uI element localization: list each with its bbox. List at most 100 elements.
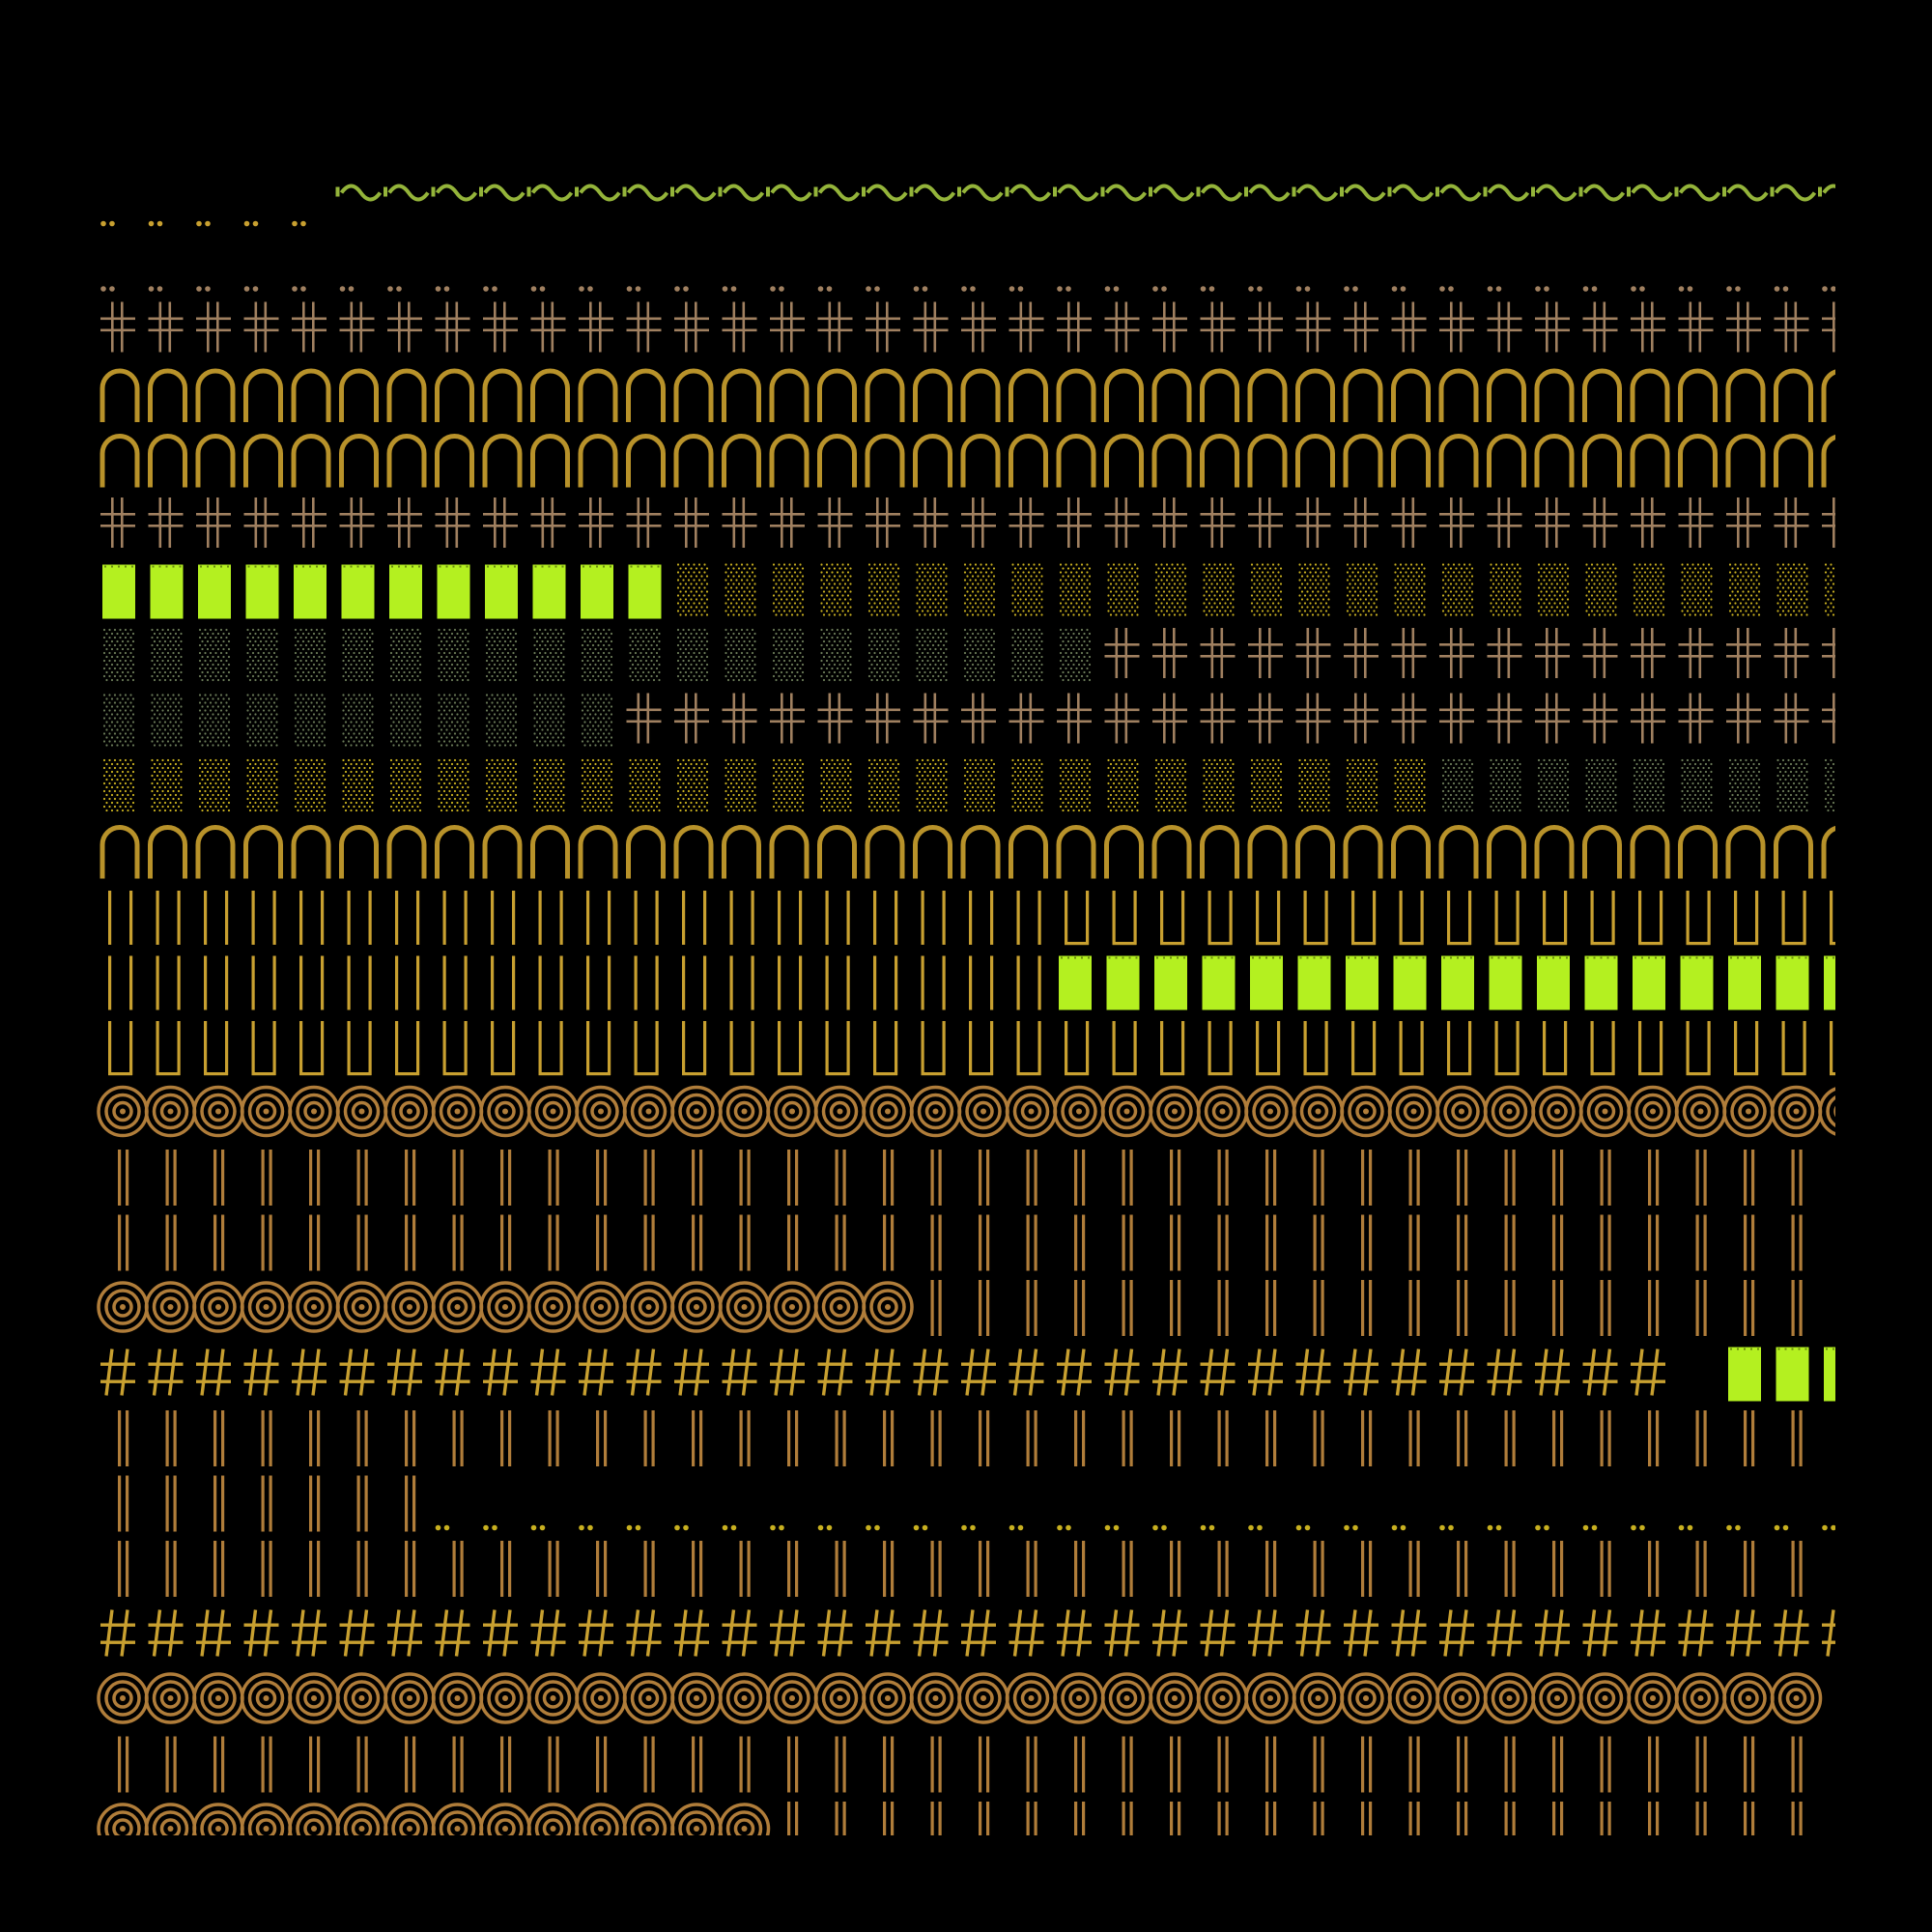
cross-glyph [100,301,135,353]
block-glyph [532,564,566,619]
squiggle-glyph [1578,184,1626,202]
hash-glyph [1248,1349,1283,1396]
bars-glyph [452,1736,464,1793]
cross-glyph [1152,628,1187,678]
arch-glyph [195,368,236,422]
bars-glyph [739,1736,751,1793]
stipple-glyph [676,563,709,616]
target-glyph [144,1281,197,1333]
bars-glyph [596,1736,608,1793]
arch-glyph [291,368,331,422]
stipple-glyph [151,628,183,682]
stipple-glyph [151,694,183,747]
fence-glyph [1734,891,1759,946]
bars-glyph [1552,1410,1564,1466]
arch-glyph [1774,825,1813,879]
bars-glyph [1074,1214,1086,1271]
stipple-glyph [1298,758,1330,812]
arch-glyph [865,434,905,488]
arch-glyph [435,368,474,422]
arch-glyph [1774,368,1813,422]
arch-glyph [1487,434,1526,488]
bars-glyph [883,1541,895,1597]
stipple-glyph [342,628,374,682]
fence-glyph [921,891,946,945]
bars-glyph [787,1736,799,1793]
stipple-glyph [1776,563,1808,616]
arch-glyph [1725,825,1766,879]
bars-glyph [1744,1150,1755,1206]
arch-glyph [1630,434,1670,488]
cross-glyph [1391,628,1427,678]
dots-glyph [1391,1524,1406,1531]
bars-glyph [1648,1541,1660,1597]
hash-glyph [1582,1609,1618,1657]
arch-glyph [1391,825,1431,879]
hash-glyph [243,1609,279,1657]
stipple-glyph [1250,758,1283,812]
bars-glyph [1217,1214,1229,1271]
bars-glyph [1744,1802,1755,1835]
dots-glyph [196,286,211,292]
target-glyph [766,1281,818,1333]
arch-glyph [1438,368,1479,422]
stipple-glyph [772,563,805,616]
bars-glyph [643,1150,655,1206]
bars-glyph [1744,1410,1755,1466]
arch-glyph [1630,825,1670,879]
stipple-glyph [1441,563,1474,616]
arch-glyph [99,825,140,879]
dots-glyph [1582,1524,1598,1531]
stipple-glyph [1394,758,1426,812]
cross-glyph [1057,301,1092,353]
bars-glyph [739,1410,751,1466]
bars-glyph [930,1280,942,1336]
bars-glyph [405,1410,416,1466]
target-glyph [1149,1085,1201,1138]
hash-glyph [1391,1609,1427,1657]
target-glyph [144,1672,197,1724]
stipple-glyph [724,628,756,682]
squiggle-glyph [479,184,526,202]
fence-glyph [491,891,516,945]
arch-glyph [1438,825,1479,879]
stipple-glyph [1203,563,1235,616]
fence-glyph [1256,891,1281,946]
bars-glyph [930,1410,942,1466]
target-glyph [97,1672,149,1724]
fence-glyph [538,891,563,945]
fence-glyph [729,891,754,945]
block-glyph [1824,1347,1835,1402]
arch-glyph [1534,434,1575,488]
block-glyph [341,564,375,619]
hash-glyph [1582,1349,1618,1396]
hash-glyph [100,1609,135,1657]
hash-glyph [1344,1349,1378,1396]
squiggle-glyph [1483,184,1530,202]
arch-glyph [1009,368,1048,422]
target-glyph [192,1085,244,1138]
stipple-glyph [1537,758,1570,812]
bars-glyph [1744,1736,1755,1793]
stipple-glyph [1346,563,1378,616]
fence-glyph [251,1021,276,1076]
cross-glyph [1104,497,1140,548]
bars-glyph [261,1214,272,1271]
cross-glyph [913,301,949,353]
fence-glyph [1447,1021,1472,1076]
bars-glyph [165,1410,177,1466]
arch-glyph [148,434,187,488]
dots-glyph [626,286,641,292]
hash-glyph [1104,1609,1140,1657]
cross-glyph [1152,301,1187,353]
hash-glyph [148,1349,184,1396]
bars-glyph [452,1541,464,1597]
arch-glyph [626,368,666,422]
dots-glyph [1009,286,1024,292]
bars-glyph [1265,1410,1277,1466]
bars-glyph [835,1541,846,1597]
stipple-glyph [533,758,565,812]
bars-glyph [1265,1150,1277,1206]
block-glyph [1584,955,1618,1010]
arch-glyph [1343,434,1383,488]
